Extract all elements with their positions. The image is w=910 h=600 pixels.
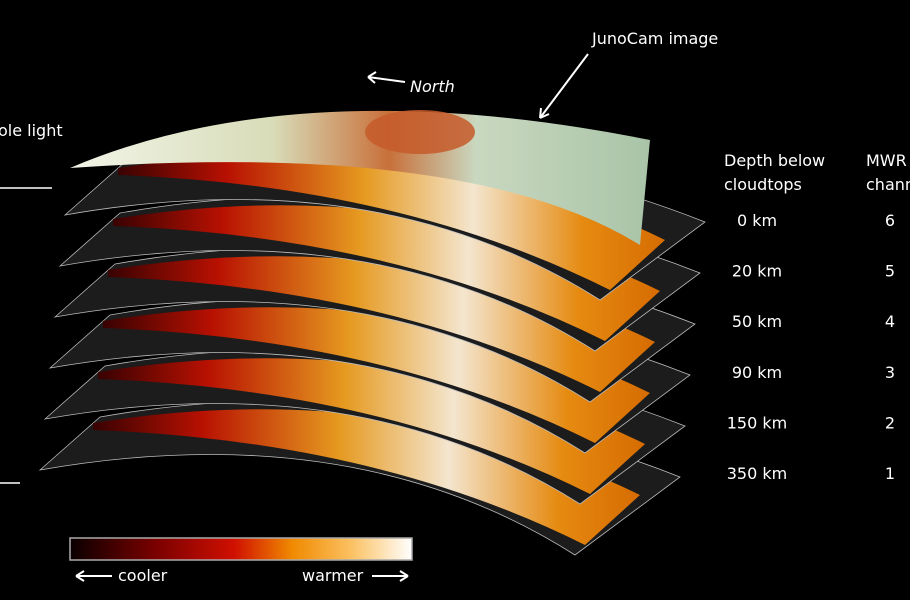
depth-label: 50 km [732,312,782,331]
cooler-label: cooler [118,566,168,585]
cooler-arrow [75,570,112,582]
junocam-arrow [539,53,589,119]
depth-label: 90 km [732,363,782,382]
warmer-label: warmer [302,566,364,585]
channel-header: MWR [866,151,907,170]
depth-header: cloudtops [724,175,802,194]
depth-label: 350 km [727,464,787,483]
depth-label: 150 km [727,413,787,432]
depth-label: 0 km [737,211,777,230]
junocam-label: JunoCam image [591,29,718,48]
channel-label: 4 [885,312,895,331]
depth-label: 20 km [732,262,782,281]
rows: 0 km 6 20 km 5 50 km 4 90 km 3 150 km 2 350 km 1 [727,211,895,483]
north-arrow [367,71,406,84]
channel-label: 2 [885,413,895,432]
channel-label: 6 [885,211,895,230]
depth-header: Depth below [724,151,825,170]
visible-label: ole light [0,121,63,140]
channel-label: 3 [885,363,895,382]
channel-header: channe [866,175,910,194]
red-spot [365,110,475,154]
colorbar [69,537,413,561]
channel-label: 5 [885,262,895,281]
warmer-arrow [372,570,409,582]
junocam-sheet [70,110,650,245]
channel-label: 1 [885,464,895,483]
north-label: North [410,77,455,96]
